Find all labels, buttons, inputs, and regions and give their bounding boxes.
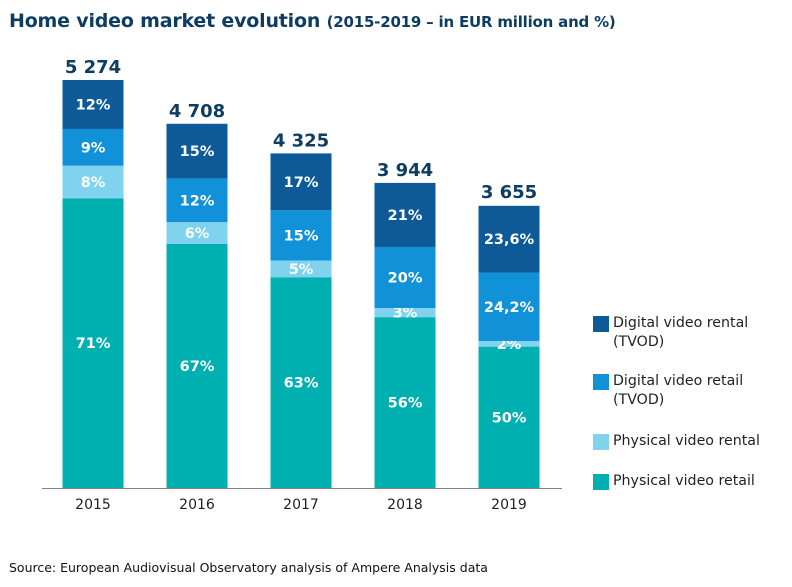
total-label-2015: 5 274: [65, 57, 121, 78]
bar-segment-digital-retail-2018: [374, 246, 436, 308]
data-label-physical-retail-2017: 63%: [284, 376, 319, 392]
legend-label: Digital video rental (TVOD): [613, 315, 749, 350]
legend-item-digital-rental: Digital video rental (TVOD): [593, 314, 778, 352]
legend-label: Digital video retail (TVOD): [613, 373, 744, 408]
bar-segment-digital-rental-2015: [62, 80, 124, 129]
x-tick-label-2017: 2017: [283, 497, 319, 513]
bar-segment-digital-retail-2015: [62, 128, 124, 166]
bar-segment-physical-retail-2016: [166, 243, 228, 488]
bar-segment-physical-retail-2018: [374, 317, 436, 488]
legend-item-digital-retail: Digital video retail (TVOD): [593, 372, 778, 410]
bar-segment-digital-retail-2019: [478, 272, 540, 341]
data-label-physical-retail-2016: 67%: [180, 359, 215, 375]
x-tick-label-2016: 2016: [179, 497, 215, 513]
chart-title-main: Home video market evolution: [9, 10, 321, 32]
legend-swatch: [593, 316, 609, 332]
data-label-physical-rental-2018: 3%: [393, 306, 418, 322]
bar-segment-digital-rental-2019: [478, 205, 540, 273]
data-label-digital-rental-2015: 12%: [76, 97, 111, 113]
legend-label: Physical video retail: [613, 473, 755, 489]
x-tick-label-2018: 2018: [387, 497, 423, 513]
data-label-digital-retail-2015: 9%: [81, 140, 106, 156]
legend-swatch: [593, 374, 609, 390]
bar-segment-digital-retail-2016: [166, 178, 228, 223]
x-tick-label-2019: 2019: [491, 497, 527, 513]
legend-item-physical-rental: Physical video rental: [593, 432, 778, 451]
bar-segment-digital-rental-2018: [374, 182, 436, 247]
data-label-physical-rental-2017: 5%: [289, 262, 314, 278]
data-label-digital-retail-2018: 20%: [388, 270, 423, 286]
legend-label: Physical video rental: [613, 433, 760, 449]
legend-swatch: [593, 434, 609, 450]
x-tick-label-2015: 2015: [75, 497, 111, 513]
data-label-physical-rental-2016: 6%: [185, 226, 210, 242]
bar-segment-digital-rental-2016: [166, 123, 228, 179]
data-label-physical-retail-2018: 56%: [388, 396, 423, 412]
data-label-digital-rental-2019: 23,6%: [484, 232, 535, 248]
total-label-2019: 3 655: [481, 182, 537, 203]
data-label-digital-rental-2016: 15%: [180, 144, 215, 160]
data-label-physical-rental-2015: 8%: [81, 175, 106, 191]
bar-segment-physical-retail-2017: [270, 277, 332, 488]
data-label-digital-retail-2016: 12%: [180, 193, 215, 209]
total-label-2018: 3 944: [377, 160, 433, 181]
total-label-2016: 4 708: [169, 101, 225, 122]
bar-segment-digital-rental-2017: [270, 153, 332, 211]
data-label-physical-retail-2015: 71%: [76, 336, 111, 352]
source-note: Source: European Audiovisual Observatory…: [9, 560, 488, 575]
data-label-digital-rental-2018: 21%: [388, 208, 423, 224]
legend-swatch: [593, 474, 609, 490]
chart-title: Home video market evolution (2015-2019 –…: [9, 10, 616, 32]
bar-segment-physical-rental-2016: [166, 222, 228, 244]
legend-item-physical-retail: Physical video retail: [593, 472, 778, 491]
data-label-physical-retail-2019: 50%: [492, 410, 527, 426]
bar-segment-physical-rental-2018: [374, 307, 436, 318]
bar-segment-physical-retail-2019: [478, 346, 540, 488]
data-label-digital-retail-2019: 24,2%: [484, 300, 535, 316]
bar-segment-physical-rental-2015: [62, 165, 124, 199]
bar-segment-digital-retail-2017: [270, 210, 332, 261]
data-label-digital-retail-2017: 15%: [284, 228, 319, 244]
total-label-2017: 4 325: [273, 130, 329, 151]
data-label-digital-rental-2017: 17%: [284, 175, 319, 191]
chart-title-sub: (2015-2019 – in EUR million and %): [326, 13, 616, 31]
bar-segment-physical-retail-2015: [62, 198, 124, 488]
bar-segment-physical-rental-2019: [478, 340, 540, 347]
bar-segment-physical-rental-2017: [270, 260, 332, 278]
